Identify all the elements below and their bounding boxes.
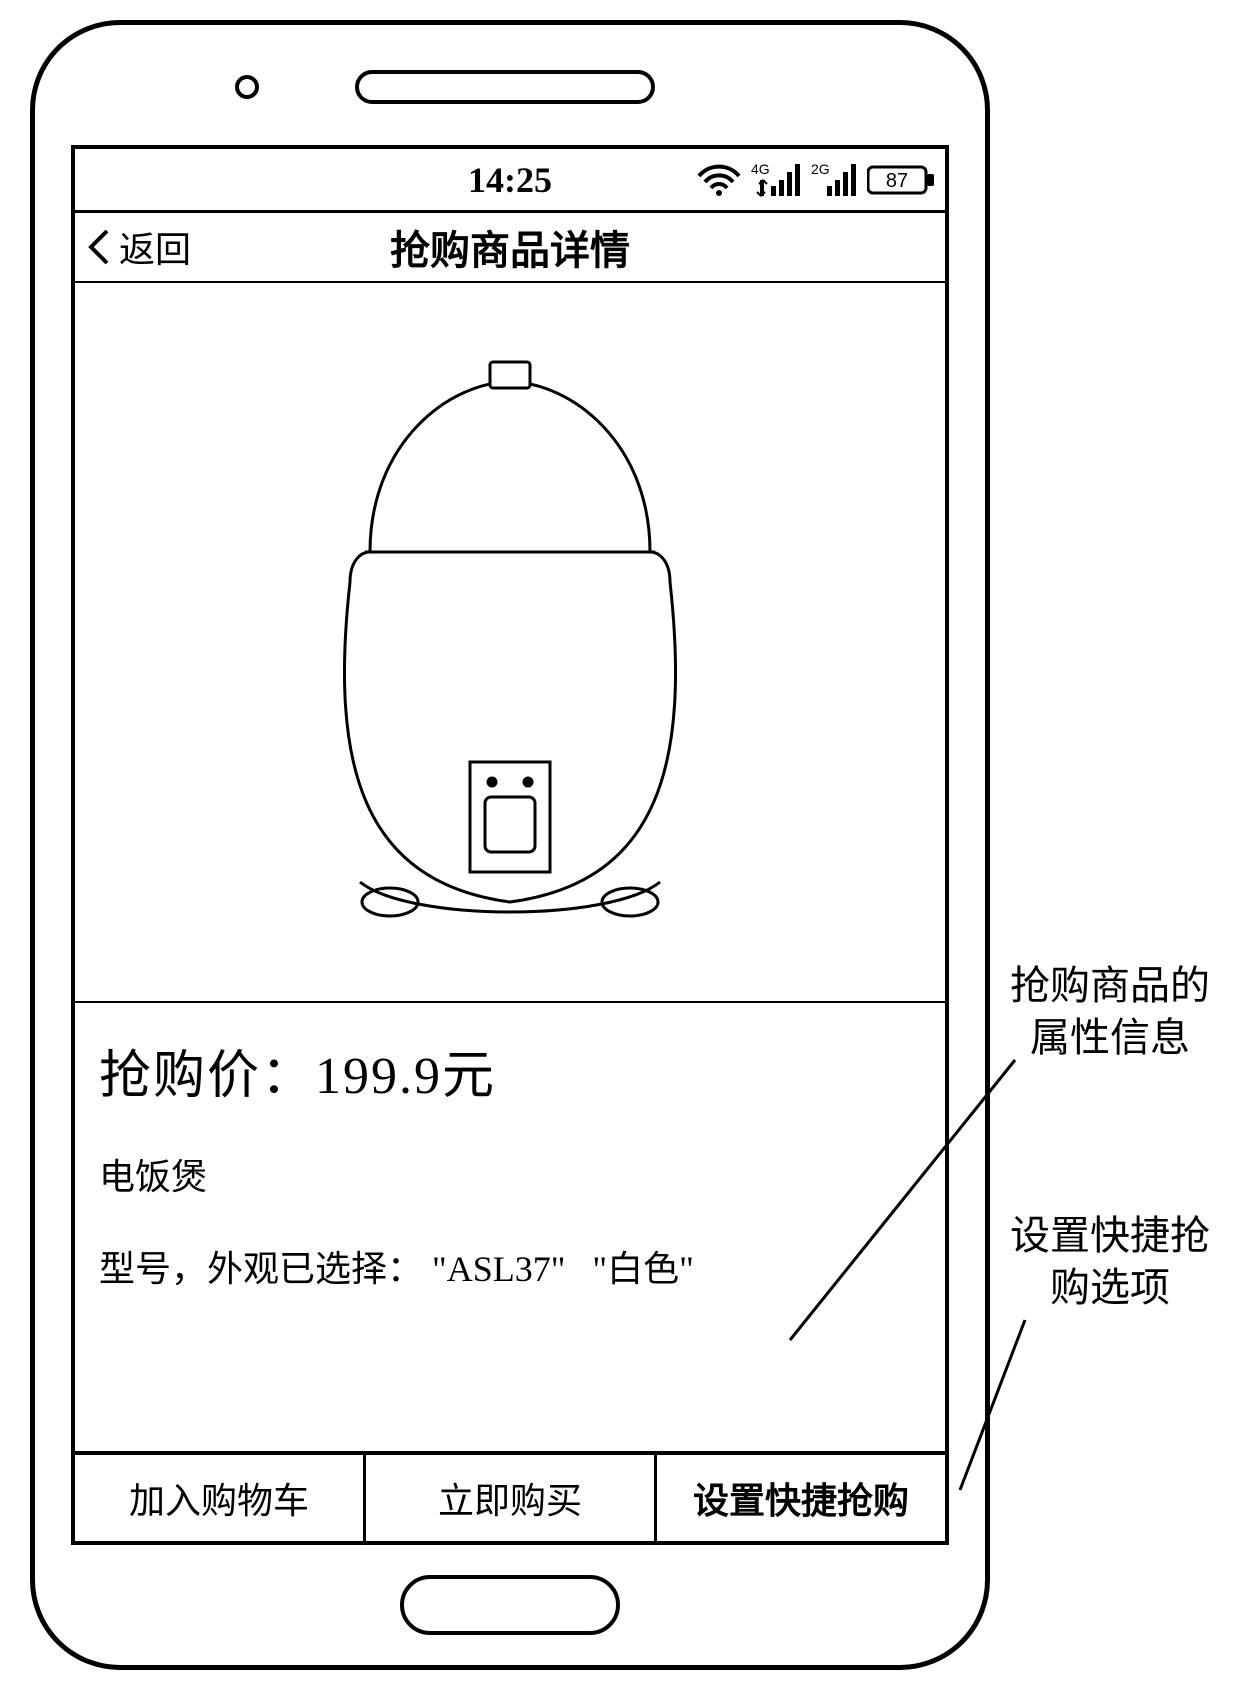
callout-attr-info-l2: 属性信息 <box>1010 1012 1210 1064</box>
callout-attr-info-l1: 抢购商品的 <box>1010 960 1210 1012</box>
callout-lines <box>0 0 1240 1694</box>
callout-quick-option: 设置快捷抢 购选项 <box>1010 1210 1210 1314</box>
callout-attr-info: 抢购商品的 属性信息 <box>1010 960 1210 1064</box>
callout-quick-option-l2: 购选项 <box>1010 1262 1210 1314</box>
callout-quick-option-l1: 设置快捷抢 <box>1010 1210 1210 1262</box>
